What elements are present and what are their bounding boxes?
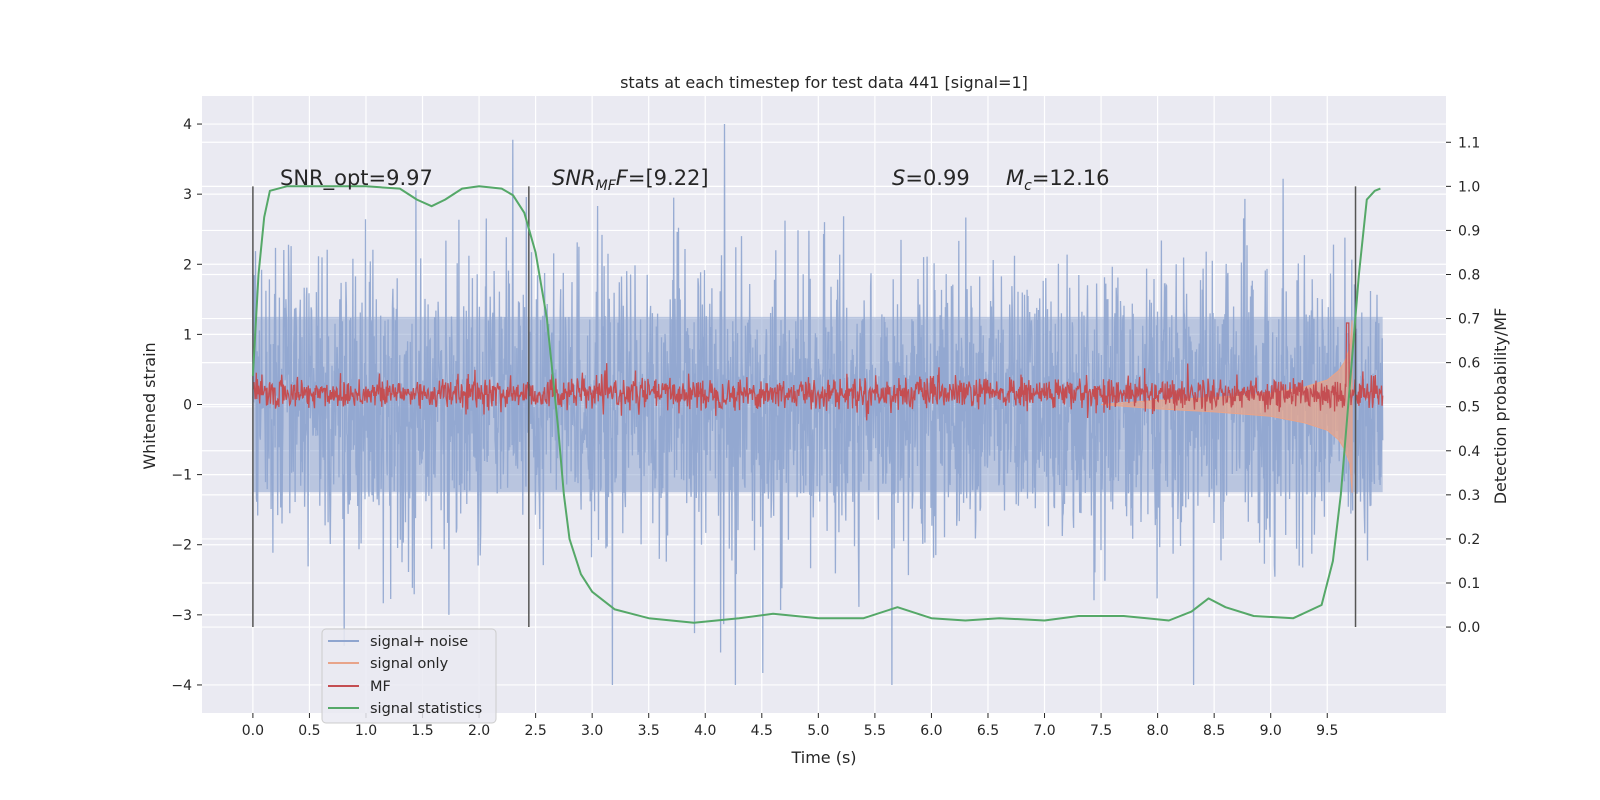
x-tick-label: 3.0 — [581, 723, 603, 739]
y-tick-label: 3 — [183, 187, 192, 203]
x-tick-label: 6.0 — [920, 723, 942, 739]
annotation-mc: Mc=12.16 — [1006, 166, 1110, 194]
y-tick-label: −4 — [171, 678, 192, 694]
s-val: =0.99 — [905, 166, 969, 190]
y-tick-label: −1 — [171, 468, 192, 484]
y-tick-label: −2 — [171, 538, 192, 554]
series-mf — [252, 322, 1384, 421]
y-tick-label: 1 — [183, 327, 192, 343]
y-tick-label: 2 — [183, 257, 192, 273]
x-tick-label: 5.0 — [807, 723, 829, 739]
x-tick-label: 3.5 — [638, 723, 660, 739]
x-tick-label: 1.0 — [355, 723, 377, 739]
x-tick-label: 7.0 — [1033, 723, 1055, 739]
y2-tick-label: 0.1 — [1458, 576, 1480, 592]
x-tick-label: 4.0 — [694, 723, 716, 739]
annotation-snr-opt: SNR_opt=9.97 — [280, 166, 433, 191]
s-sym: S — [892, 166, 905, 190]
y2-tick-label: 0.9 — [1458, 223, 1480, 239]
y-tick-label: 0 — [183, 398, 192, 414]
series-signal-statistics — [251, 185, 1381, 624]
legend-label-signal-statistics: signal statistics — [370, 701, 482, 717]
mc-sub: c — [1024, 178, 1032, 194]
y2-tick-label: 0.8 — [1458, 267, 1480, 283]
x-tick-label: 0.0 — [242, 723, 264, 739]
chart-title: stats at each timestep for test data 441… — [620, 73, 1028, 92]
annotation-snr-mf: SNRMFF=[9.22] — [552, 166, 709, 194]
legend: signal+ noise signal only MF signal stat… — [321, 628, 497, 724]
x-axis-label: Time (s) — [790, 748, 856, 767]
x-tick-label: 8.0 — [1146, 723, 1168, 739]
annotation-s: S=0.99 — [892, 166, 970, 190]
x-tick-label: 7.5 — [1090, 723, 1112, 739]
y-tick-label: 4 — [183, 117, 192, 133]
ticks: 0.0 0.5 1.0 1.5 2.0 2.5 3.0 3.5 4.0 4.5 5.0 5.5 6.0 6… — [171, 117, 1480, 739]
x-tick-label: 0.5 — [298, 723, 320, 739]
x-tick-label: 9.5 — [1316, 723, 1338, 739]
y2-axis-label: Detection probability/MF — [1491, 308, 1510, 505]
x-tick-label: 5.5 — [864, 723, 886, 739]
series-layer — [251, 123, 1384, 686]
y2-tick-label: 0.7 — [1458, 312, 1480, 328]
snr-mf-sub: MF — [596, 178, 617, 194]
y-axis-label: Whitened strain — [140, 342, 159, 469]
y2-tick-label: 1.0 — [1458, 179, 1480, 195]
y2-tick-label: 0.0 — [1458, 620, 1480, 636]
x-tick-label: 4.5 — [751, 723, 773, 739]
y2-tick-label: 1.1 — [1458, 135, 1480, 151]
x-tick-label: 1.5 — [411, 723, 433, 739]
y2-tick-label: 0.5 — [1458, 400, 1480, 416]
y-tick-label: −3 — [171, 608, 192, 624]
snr-mf-rest: =[9.22] — [628, 166, 709, 190]
legend-label-signal-noise: signal+ noise — [370, 634, 468, 650]
y2-tick-label: 0.6 — [1458, 356, 1480, 372]
y2-tick-label: 0.4 — [1458, 444, 1480, 460]
legend-box — [321, 628, 497, 724]
x-tick-label: 9.0 — [1260, 723, 1282, 739]
x-tick-label: 2.0 — [468, 723, 490, 739]
legend-label-signal-only: signal only — [370, 656, 449, 672]
x-tick-label: 6.5 — [977, 723, 999, 739]
mc-val: =12.16 — [1032, 166, 1110, 190]
snr-mf-rest-f: F — [616, 166, 629, 190]
mc-sym: M — [1006, 166, 1024, 190]
snr-mf-base: SNR — [552, 166, 596, 190]
y2-tick-label: 0.2 — [1458, 532, 1480, 548]
x-tick-label: 8.5 — [1203, 723, 1225, 739]
legend-label-mf: MF — [370, 679, 391, 695]
x-tick-label: 2.5 — [524, 723, 546, 739]
y2-tick-label: 0.3 — [1458, 488, 1480, 504]
